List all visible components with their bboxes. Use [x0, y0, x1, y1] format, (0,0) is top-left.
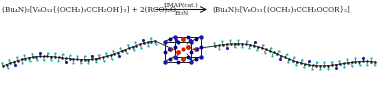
Text: Et₃N: Et₃N — [174, 11, 189, 16]
Text: (Bu₄N)₂[V₆O₁₃{(OCH₂)₃CCH₂OCOR}₂]: (Bu₄N)₂[V₆O₁₃{(OCH₂)₃CCH₂OCOR}₂] — [212, 6, 350, 14]
Text: (Bu₄N)₂[V₆O₁₃{(OCH₂)₃CCH₂OH}₂] + 2(RCO)₂O: (Bu₄N)₂[V₆O₁₃{(OCH₂)₃CCH₂OH}₂] + 2(RCO)₂… — [2, 6, 176, 14]
Text: DMAP(cat.): DMAP(cat.) — [164, 3, 199, 8]
